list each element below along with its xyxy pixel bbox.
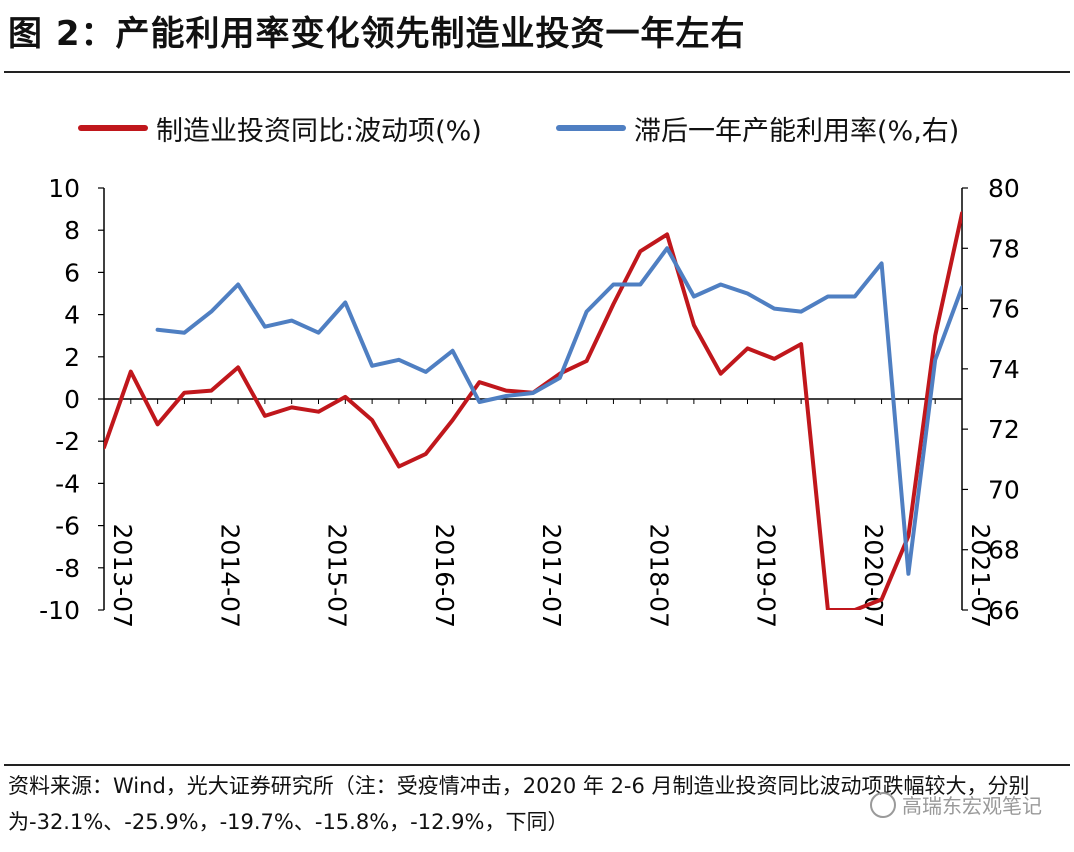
x-tick-label: 2019-07 <box>752 524 781 628</box>
y-left-tick-label: 6 <box>64 258 80 287</box>
x-tick-label: 2016-07 <box>430 524 459 628</box>
x-tick-label: 2015-07 <box>323 524 352 628</box>
figure-title: 图 2：产能利用率变化领先制造业投资一年左右 <box>8 14 746 54</box>
y-left-tick-label: -8 <box>55 554 80 583</box>
y-left-tick-label: 8 <box>64 216 80 245</box>
y-right-tick-label: 72 <box>988 415 1020 444</box>
y-left-tick-label: -6 <box>55 512 80 541</box>
x-tick-label: 2013-07 <box>108 524 137 628</box>
bottom-divider <box>4 764 1070 766</box>
y-right-tick-label: 76 <box>988 295 1020 324</box>
y-left-tick-label: 0 <box>64 385 80 414</box>
y-right-tick-label: 78 <box>988 234 1020 263</box>
y-left-tick-label: 2 <box>64 343 80 372</box>
legend-label: 制造业投资同比:波动项(%) <box>156 115 482 147</box>
y-left-tick-label: -4 <box>55 469 80 498</box>
y-left-tick-label: -10 <box>39 596 80 625</box>
source-note: 资料来源：Wind，光大证券研究所（注：受疫情冲击，2020 年 2-6 月制造… <box>8 774 1030 834</box>
legend-label: 滞后一年产能利用率(%,右) <box>634 115 960 147</box>
legend-swatch-red <box>78 125 148 131</box>
y-right-tick-label: 70 <box>988 475 1020 504</box>
dual-axis-line-chart: 10 8 6 4 2 0 -2 -4 -6 -8 -10 80 78 76 74 72 70 68 66 2013-0… <box>39 174 1020 628</box>
y-right-tick-label: 68 <box>988 536 1020 565</box>
legend-item-left-series: 制造业投资同比:波动项(%) <box>78 110 482 147</box>
x-tick-label: 2014-07 <box>215 524 244 628</box>
watermark-text: 高瑞东宏观笔记 <box>902 794 1042 818</box>
y-right-tick-label: 74 <box>988 355 1020 384</box>
top-divider <box>4 71 1070 73</box>
watermark: 高瑞东宏观笔记 <box>870 790 1042 819</box>
x-tick-label: 2017-07 <box>537 524 566 628</box>
y-left-tick-label: 4 <box>64 301 80 330</box>
chart-legend: 制造业投资同比:波动项(%) 滞后一年产能利用率(%,右) <box>0 100 1074 160</box>
legend-item-right-series: 滞后一年产能利用率(%,右) <box>556 110 960 147</box>
x-tick-label: 2018-07 <box>644 524 673 628</box>
x-tick-label: 2020-07 <box>859 524 888 628</box>
y-left-tick-label: 10 <box>48 174 80 203</box>
y-right-tick-label: 66 <box>988 596 1020 625</box>
y-right-tick-label: 80 <box>988 174 1020 203</box>
wechat-icon <box>870 791 896 818</box>
series-line-capacity-utilization <box>155 246 962 576</box>
legend-swatch-blue <box>556 125 626 131</box>
y-left-tick-label: -2 <box>55 427 80 456</box>
x-tick-label: 2021-07 <box>966 524 995 628</box>
